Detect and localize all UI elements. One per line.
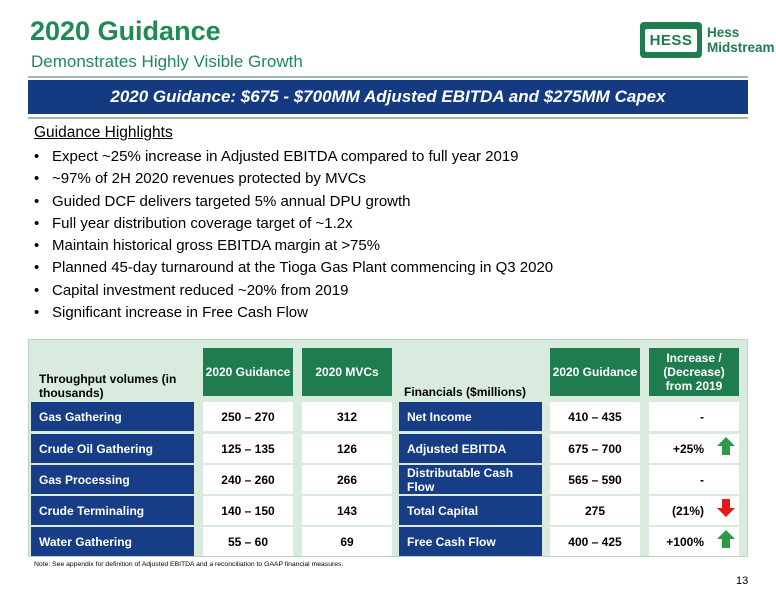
throughput-guidance-cell: 240 – 260 — [203, 465, 293, 494]
financial-label: Distributable Cash Flow — [399, 465, 542, 494]
highlight-item: • Planned 45-day turnaround at the Tioga … — [34, 259, 554, 277]
up-arrow-icon — [717, 530, 735, 548]
logo-wordmark: Hess Midstream — [707, 25, 775, 55]
financial-guidance-cell: 275 — [550, 496, 640, 525]
throughput-label: Crude Oil Gathering — [31, 434, 194, 463]
throughput-label: Water Gathering — [31, 527, 194, 556]
guidance-banner: 2020 Guidance: $675 - $700MM Adjusted EB… — [28, 80, 748, 114]
highlight-item: • Guided DCF delivers targeted 5% annual … — [34, 192, 411, 210]
throughput-mvc-cell: 266 — [302, 465, 392, 494]
throughput-mvc-cell: 143 — [302, 496, 392, 525]
financials-change-header: Increase / (Decrease) from 2019 — [649, 348, 739, 396]
financials-header: Financials ($millions) — [404, 385, 527, 399]
highlight-item: • ~97% of 2H 2020 revenues protected by M… — [34, 170, 366, 188]
financials-guidance-header: 2020 Guidance — [550, 348, 640, 396]
financial-label: Adjusted EBITDA — [399, 434, 542, 463]
hess-logo-mark: HESS — [640, 22, 702, 58]
banner-divider — [28, 117, 748, 119]
financial-change-cell: - — [649, 465, 739, 494]
financial-label: Total Capital — [399, 496, 542, 525]
footnote: Note: See appendix for definition of Adj… — [34, 561, 344, 568]
up-arrow-icon — [717, 437, 735, 455]
throughput-label: Gas Gathering — [31, 402, 194, 431]
throughput-label: Gas Processing — [31, 465, 194, 494]
financial-label: Net Income — [399, 402, 542, 431]
financial-guidance-cell: 410 – 435 — [550, 402, 640, 431]
page-subtitle: Demonstrates Highly Visible Growth — [31, 52, 303, 71]
throughput-guidance-header: 2020 Guidance — [203, 348, 293, 396]
financial-guidance-cell: 565 – 590 — [550, 465, 640, 494]
title-divider — [28, 76, 748, 78]
throughput-guidance-cell: 140 – 150 — [203, 496, 293, 525]
throughput-guidance-cell: 55 – 60 — [203, 527, 293, 556]
highlight-item: • Capital investment reduced ~20% from 20… — [34, 281, 349, 299]
throughput-mvc-cell: 69 — [302, 527, 392, 556]
highlight-item: • Significant increase in Free Cash Flow — [34, 304, 308, 322]
hess-midstream-logo: HESS Hess Midstream — [640, 20, 775, 60]
throughput-mvc-cell: 126 — [302, 434, 392, 463]
throughput-guidance-cell: 125 – 135 — [203, 434, 293, 463]
throughput-guidance-cell: 250 – 270 — [203, 402, 293, 431]
highlight-item: • Maintain historical gross EBITDA margin… — [34, 237, 381, 255]
throughput-label: Crude Terminaling — [31, 496, 194, 525]
financial-label: Free Cash Flow — [399, 527, 542, 556]
page-title: 2020 Guidance — [30, 16, 221, 46]
page-number: 13 — [736, 575, 749, 587]
financial-change-cell: - — [649, 402, 739, 431]
highlights-list: • Expect ~25% increase in Adjusted EBITDA… — [34, 147, 553, 325]
highlights-title: Guidance Highlights — [34, 124, 173, 141]
highlight-item: • Expect ~25% increase in Adjusted EBITDA… — [34, 148, 519, 165]
throughput-mvc-cell: 312 — [302, 402, 392, 431]
financial-guidance-cell: 400 – 425 — [550, 527, 640, 556]
financial-guidance-cell: 675 – 700 — [550, 434, 640, 463]
highlight-item: • Full year distribution coverage target … — [34, 214, 353, 232]
throughput-mvcs-header: 2020 MVCs — [302, 348, 392, 396]
down-arrow-icon — [717, 499, 735, 517]
throughput-header: Throughput volumes (in thousands) — [39, 372, 177, 400]
